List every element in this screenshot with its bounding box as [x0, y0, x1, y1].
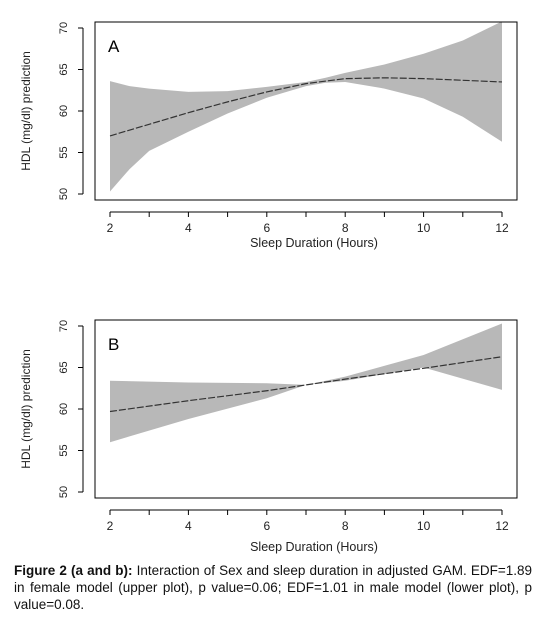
panel-b: B 2 4 6 8 10 12 Sleep Duration (Hours) 50 55 60 65 7…: [19, 319, 518, 554]
y-tick-label: 50: [58, 188, 70, 200]
fitted-line: [109, 356, 503, 413]
fitted-line: [109, 77, 503, 137]
y-tick-label: 50: [58, 486, 70, 498]
x-tick-label: 2: [107, 221, 114, 235]
x-tick-label: 10: [417, 221, 431, 235]
caption-lead: Figure 2 (a and b):: [14, 563, 133, 578]
panel-a: A 2 4 6 8 10 12 Sleep Duration (Hours) 50 55 60 65 7…: [19, 21, 518, 250]
x-tick-label: 4: [185, 519, 192, 533]
y-tick-label: 70: [58, 320, 70, 332]
y-tick-label: 55: [58, 444, 70, 456]
x-tick-label: 10: [417, 519, 431, 533]
x-tick-label: 12: [495, 221, 509, 235]
confidence-band: [110, 323, 502, 443]
panel-label: A: [108, 37, 120, 56]
y-tick-label: 65: [58, 63, 70, 75]
figure-caption: Figure 2 (a and b): Interaction of Sex a…: [14, 562, 532, 613]
panel-label: B: [108, 335, 119, 354]
x-tick-label: 4: [185, 221, 192, 235]
x-tick-label: 8: [342, 221, 349, 235]
chart-figure: A 2 4 6 8 10 12 Sleep Duration (Hours) 50 55 60 65 7…: [19, 21, 518, 554]
y-tick-label: 65: [58, 361, 70, 373]
x-tick-label: 2: [107, 519, 114, 533]
x-axis-title: Sleep Duration (Hours): [250, 236, 378, 250]
y-tick-label: 60: [58, 403, 70, 415]
y-axis-title: HDL (mg/dl) prediction: [19, 349, 33, 469]
x-tick-label: 6: [263, 221, 270, 235]
y-tick-label: 70: [58, 22, 70, 34]
y-tick-label: 55: [58, 146, 70, 158]
x-tick-label: 6: [263, 519, 270, 533]
y-tick-label: 60: [58, 105, 70, 117]
x-axis-title: Sleep Duration (Hours): [250, 540, 378, 554]
x-tick-label: 8: [342, 519, 349, 533]
caption-text: Interaction of Sex and sleep duration in…: [14, 563, 532, 612]
plot-frame: [94, 319, 518, 499]
plot-frame: [94, 21, 518, 201]
y-axis-title: HDL (mg/dl) prediction: [19, 51, 33, 171]
confidence-band: [110, 21, 502, 192]
x-tick-label: 12: [495, 519, 509, 533]
